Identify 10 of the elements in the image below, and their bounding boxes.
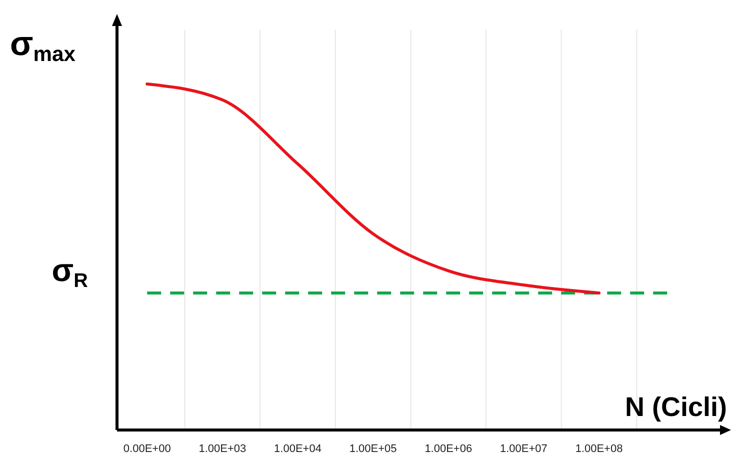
ref-line-label: σ$_{R}$ bbox=[52, 252, 88, 292]
x-tick-label: 0.00E+00 bbox=[123, 443, 171, 455]
x-tick-label: 1.00E+04 bbox=[274, 443, 322, 455]
x-tick-label: 1.00E+06 bbox=[424, 443, 472, 455]
y-axis-title: σ$_{max}$ bbox=[10, 25, 76, 66]
x-tick-label: 1.00E+05 bbox=[349, 443, 397, 455]
x-tick-label: 1.00E+03 bbox=[198, 443, 246, 455]
x-tick-label: 1.00E+08 bbox=[575, 443, 623, 455]
x-tick-label: 1.00E+07 bbox=[500, 443, 548, 455]
x-axis-title: N (Cicli) bbox=[624, 392, 727, 422]
